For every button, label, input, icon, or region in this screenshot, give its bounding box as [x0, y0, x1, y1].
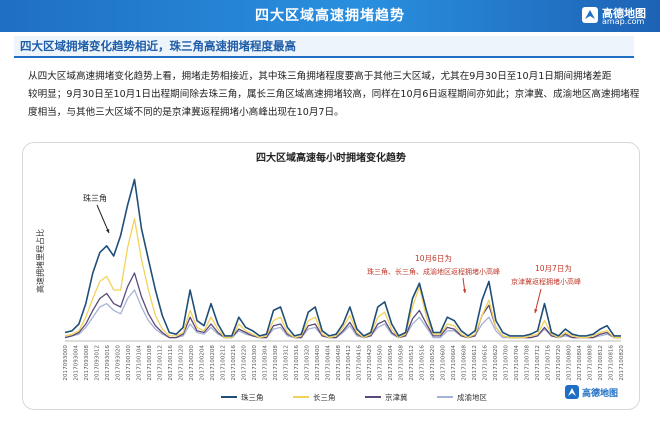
x-tick-labels: 2017093000 2017093004 2017093008 2017093012…: [63, 345, 625, 381]
description-paragraph: 从四大区域高速拥堵变化趋势上看，拥堵走势相接近，其中珠三角拥堵程度要高于其他三大…: [28, 68, 640, 122]
x-tick-label: 2017100720: [556, 345, 562, 381]
x-tick-label: 2017100716: [546, 345, 552, 381]
x-tick-label: 2017100508: [399, 345, 405, 381]
section-subtitle-box: 四大区域拥堵变化趋势相近，珠三角高速拥堵程度最高: [14, 36, 634, 58]
congestion-line-chart: 四大区域高速每小时拥堵变化趋势 高速拥堵里程占比 2017093000 20170…: [35, 151, 625, 402]
header-bar: [0, 0, 660, 32]
x-tick-label: 2017100204: [199, 345, 205, 381]
x-tick-label: 2017100200: [189, 345, 195, 381]
x-tick-label: 2017100112: [157, 345, 163, 381]
x-tick-label: 2017100800: [567, 345, 573, 381]
x-tick-label: 2017100404: [325, 345, 331, 381]
series-line-1: [64, 217, 621, 339]
annotation-arrow-oct7-head: [534, 309, 538, 313]
x-tick-label: 2017100304: [262, 345, 268, 381]
page-title: 四大区域高速拥堵趋势: [255, 8, 405, 24]
amap-logo-icon: [565, 385, 579, 399]
paragraph-line-1: 从四大区域高速拥堵变化趋势上看，拥堵走势相接近，其中珠三角拥堵程度要高于其他三大…: [28, 71, 612, 82]
legend-label: 珠三角: [241, 392, 264, 402]
x-tick-label: 2017100308: [273, 345, 279, 381]
x-tick-label: 2017100512: [409, 345, 415, 381]
chart-logo: 高德地图: [565, 383, 625, 403]
x-tick-label: 2017100708: [525, 345, 531, 381]
x-tick-label: 2017100616: [483, 345, 489, 381]
x-tick-label: 2017100604: [451, 345, 457, 381]
x-tick-label: 2017100412: [346, 345, 352, 381]
x-tick-label: 2017100504: [388, 345, 394, 381]
x-tick-label: 2017093008: [84, 345, 90, 381]
legend-label: 京津冀: [385, 392, 408, 402]
x-tick-label: 2017100320: [304, 345, 310, 381]
x-tick-label: 2017100612: [472, 345, 478, 381]
x-tick-label: 2017093012: [95, 345, 101, 381]
x-tick-label: 2017100420: [367, 345, 373, 381]
amap-logo-icon: [582, 7, 598, 23]
annotation-arrow-zhusanjiao: [96, 204, 110, 234]
x-tick-label: 2017100216: [231, 345, 237, 381]
x-tick-label: 2017100804: [577, 345, 583, 381]
y-axis-label: 高速拥堵里程占比: [35, 229, 45, 293]
x-tick-label: 2017100816: [609, 345, 615, 381]
x-tick-label: 2017100700: [504, 345, 510, 381]
footer-logo-name: 高德地图: [582, 389, 619, 399]
legend-label: 长三角: [313, 392, 336, 402]
x-tick-label: 2017093016: [105, 345, 111, 381]
x-tick-label: 2017100116: [168, 345, 174, 381]
x-tick-label: 2017100712: [535, 345, 541, 381]
x-tick-label: 2017100316: [294, 345, 300, 381]
x-tick-label: 2017100208: [210, 345, 216, 381]
annotation-oct7-body: 京津冀返程拥堵小高峰: [511, 277, 581, 286]
x-tick-label: 2017100416: [357, 345, 363, 381]
chart-frame: 四大区域高速每小时拥堵变化趋势 高速拥堵里程占比 2017093000 20170…: [22, 142, 640, 410]
paragraph-line-2: 较明显；9月30日至10月1日出程期间除去珠三角，属长三角区域高速拥堵较高，同样…: [28, 89, 640, 100]
x-tick-label: 2017100600: [441, 345, 447, 381]
series-line-0: [64, 178, 621, 337]
x-tick-label: 2017100120: [178, 345, 184, 381]
x-tick-label: 2017100100: [126, 345, 132, 381]
x-tick-label: 2017100608: [462, 345, 468, 381]
amap-logo: 高德地图 amap.com: [582, 4, 648, 28]
x-tick-label: 2017100808: [588, 345, 594, 381]
x-tick-label: 2017093020: [116, 345, 122, 381]
x-tick-label: 2017100108: [147, 345, 153, 381]
x-tick-label: 2017100400: [315, 345, 321, 381]
annotation-arrow-oct6-head: [462, 289, 467, 293]
legend-label: 成渝地区: [457, 392, 487, 402]
annotation-oct7-title: 10月7日为: [535, 263, 572, 273]
x-tick-label: 2017100408: [336, 345, 342, 381]
x-tick-label: 2017100620: [493, 345, 499, 381]
series-line-2: [64, 272, 621, 339]
annotation-oct6-title: 10月6日为: [415, 253, 452, 263]
x-tick-label: 2017100220: [241, 345, 247, 381]
x-tick-label: 2017100516: [420, 345, 426, 381]
x-tick-label: 2017100312: [283, 345, 289, 381]
x-tick-label: 2017100104: [136, 345, 142, 381]
logo-name: 高德地图: [602, 7, 646, 20]
annotation-zhusanjiao: 珠三角: [83, 193, 107, 203]
x-tick-label: 2017100520: [430, 345, 436, 381]
x-tick-label: 2017100704: [514, 345, 520, 381]
series-lines: [64, 178, 621, 339]
x-tick-label: 2017100500: [378, 345, 384, 381]
x-tick-label: 2017100212: [220, 345, 226, 381]
x-tick-label: 2017093004: [74, 345, 80, 381]
x-tick-label: 2017100300: [252, 345, 258, 381]
annotation-oct6-body: 珠三角、长三角、成渝地区返程拥堵小高峰: [367, 267, 500, 276]
annotation-arrow-oct7: [534, 288, 542, 314]
x-tick-label: 2017093000: [63, 345, 69, 381]
x-tick-label: 2017100820: [619, 345, 625, 381]
annotation-arrow-zhusanjiao-head: [105, 229, 110, 233]
x-tick-label: 2017100812: [598, 345, 604, 381]
paragraph-line-3: 度相当，与其他三大区域不同的是京津冀返程拥堵小高峰出现在10月7日。: [28, 107, 344, 118]
chart-title: 四大区域高速每小时拥堵变化趋势: [256, 151, 406, 164]
logo-domain: amap.com: [602, 17, 645, 26]
chart-legend: 珠三角 长三角 京津冀 成渝地区: [221, 392, 487, 402]
section-subtitle: 四大区域拥堵变化趋势相近，珠三角高速拥堵程度最高: [20, 39, 296, 53]
